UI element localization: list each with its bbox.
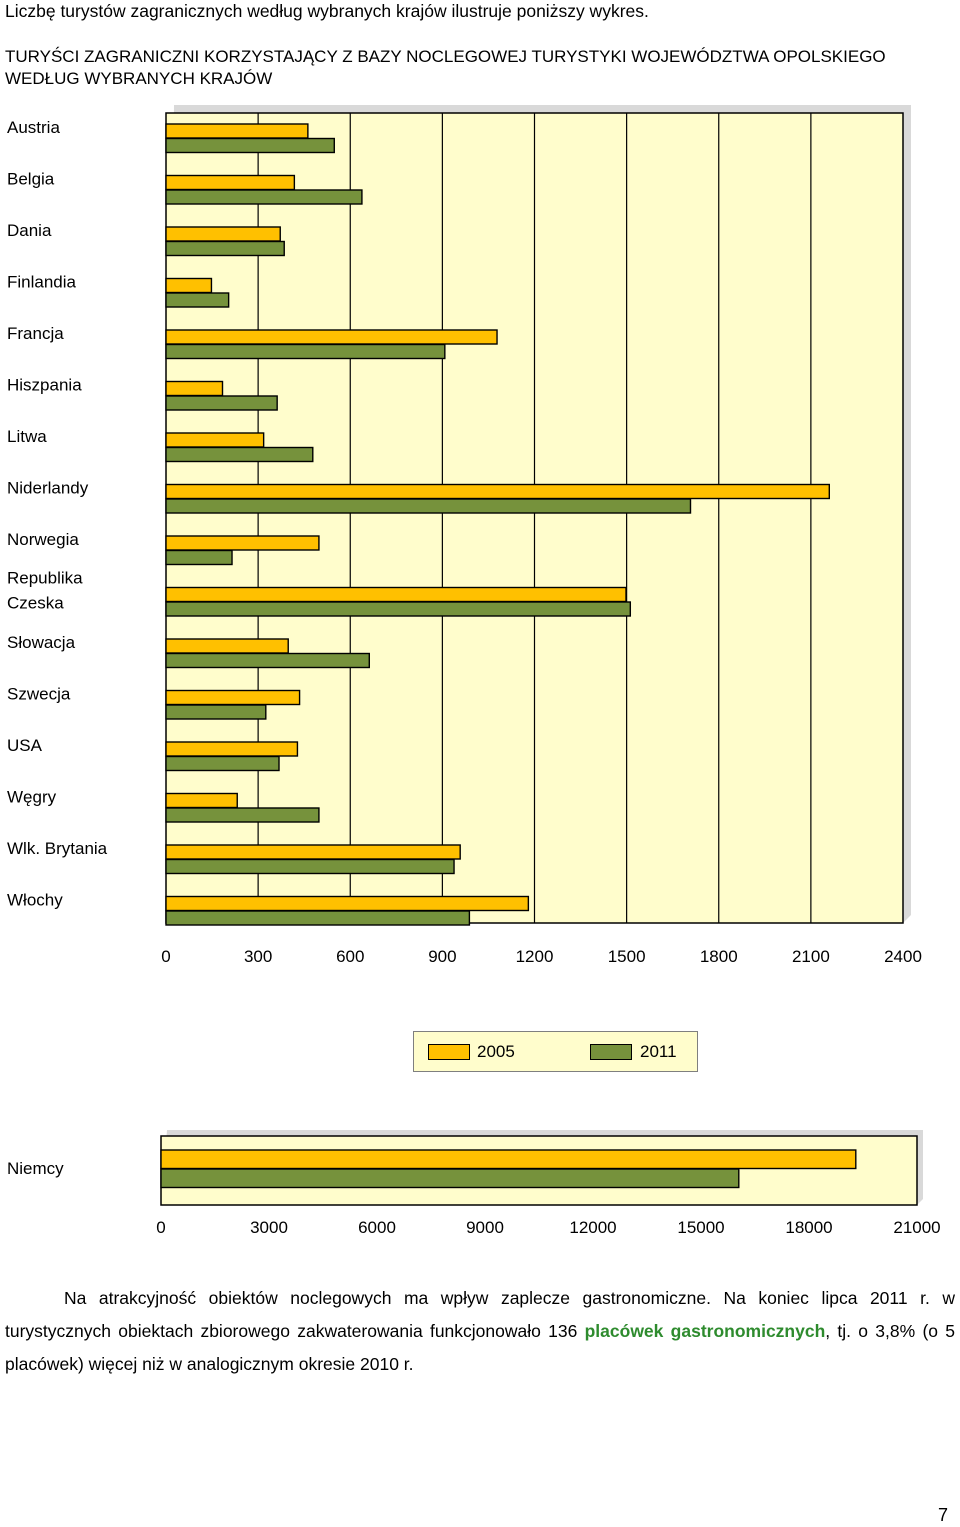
chart1-bar-2011-belgia <box>165 189 363 205</box>
bar-chart-figure: Austria Belgia Dania Finlandia Francja Hiszpa… <box>7 105 941 1237</box>
legend-label-2011: 2011 <box>640 1042 677 1061</box>
chart1-bar-2011-litwa <box>165 446 314 463</box>
chart1-bar-2011-w-ochy <box>165 910 471 926</box>
chart1-category-label: Włochy <box>7 891 63 910</box>
chart1-tick-label: 0 <box>161 947 170 966</box>
chart1-bar-2005-dania <box>165 226 281 242</box>
chart1-bar-2005-niderlandy <box>165 483 830 500</box>
chart1-category-label: Republika Czeska <box>7 569 83 613</box>
chart1-bar-2005-w-ochy <box>165 895 530 912</box>
chart-legend: 2005 2011 <box>413 1031 698 1072</box>
chart1-bar-2011-niderlandy <box>165 498 692 514</box>
chart1-category-label: Dania <box>7 221 52 240</box>
chart1-tick-label: 300 <box>244 947 272 966</box>
legend-swatch-2011 <box>590 1044 632 1060</box>
intro-text: Liczbę turystów zagranicznych według wyb… <box>5 1 649 21</box>
chart2-tick-label: 12000 <box>569 1218 616 1237</box>
legend-swatch-2005 <box>428 1044 470 1060</box>
chart2-bar-2011-niemcy <box>160 1168 740 1189</box>
chart1-category-label: Wlk. Brytania <box>7 839 108 858</box>
chart1-bar-2011-republika-czeska <box>165 601 632 617</box>
chart1-category-label: Węgry <box>7 788 57 807</box>
chart1-bar-2005-norwegia <box>165 535 320 551</box>
chart1-bar-2011-finlandia <box>165 292 230 308</box>
chart1-bar-2011-w-gry <box>165 807 320 823</box>
page-number: 7 <box>938 1505 949 1525</box>
chart2-tick-label: 3000 <box>250 1218 288 1237</box>
chart1-category-label: Belgia <box>7 170 55 189</box>
chart1-bar-2005-s-owacja <box>165 638 289 654</box>
chart1-category-label: Austria <box>7 118 60 137</box>
chart1-bar-2011-wlk-brytania <box>165 858 455 875</box>
chart1-bar-2011-francja <box>165 343 446 360</box>
chart2-tick-label: 9000 <box>466 1218 504 1237</box>
chart1-tick-label: 1800 <box>700 947 738 966</box>
chart1-bar-2011-austria <box>165 137 335 154</box>
legend-label-2005: 2005 <box>477 1042 515 1061</box>
chart1-category-label: Szwecja <box>7 685 71 704</box>
chart1-bar-2011-usa <box>165 755 280 772</box>
chart1-tick-label: 2400 <box>884 947 922 966</box>
chart1-bar-2011-norwegia <box>165 549 233 566</box>
chart1-bar-2011-szwecja <box>165 704 267 720</box>
chart1-bar-2005-austria <box>165 123 309 139</box>
chart1-tick-label: 600 <box>336 947 364 966</box>
chart1-bar-2005-usa <box>165 741 299 757</box>
chart2-category-label: Niemcy <box>7 1159 64 1178</box>
chart-title: TURYŚCI ZAGRANICZNI KORZYSTAJĄCY Z BAZY … <box>5 47 886 88</box>
chart1-bar-2011-dania <box>165 240 285 257</box>
chart2-tick-label: 18000 <box>785 1218 832 1237</box>
chart1-category-label: Niderlandy <box>7 479 89 498</box>
chart1-bar-2011-s-owacja <box>165 652 370 669</box>
chart2-bar-2005-niemcy <box>160 1149 857 1170</box>
chart1-tick-label: 1500 <box>608 947 646 966</box>
chart1-bar-2005-finlandia <box>165 277 213 294</box>
chart1-bar-2005-belgia <box>165 174 296 191</box>
chart1-category-label: Hiszpania <box>7 376 82 395</box>
chart1-category-label: Finlandia <box>7 273 77 292</box>
chart1-bar-2005-wlk-brytania <box>165 844 461 860</box>
chart1-bar-2011-hiszpania <box>165 395 278 411</box>
chart1-category-label: Francja <box>7 324 64 343</box>
body-paragraph: Na atrakcyjność obiektów noclegowych ma … <box>5 1282 955 1381</box>
chart1-tick-label: 2100 <box>792 947 830 966</box>
chart1-category-label: Norwegia <box>7 530 79 549</box>
chart2-tick-label: 15000 <box>677 1218 724 1237</box>
chart1-bar-2005-hiszpania <box>165 380 224 397</box>
chart2-tick-label: 21000 <box>893 1218 940 1237</box>
chart1-bar-2005-litwa <box>165 432 265 448</box>
chart1-tick-label: 1200 <box>516 947 554 966</box>
chart2-tick-label: 6000 <box>358 1218 396 1237</box>
chart1-bar-2005-francja <box>165 329 498 345</box>
chart1-tick-label: 900 <box>428 947 456 966</box>
paragraph-text-2: , tj. o 3,8% (o 5 placówek) więcej niż w… <box>5 1321 956 1374</box>
chart1-bar-2005-szwecja <box>165 689 301 706</box>
chart1-category-label: Słowacja <box>7 633 76 652</box>
chart1-category-label: Litwa <box>7 427 47 446</box>
chart1-bar-2005-w-gry <box>165 792 238 809</box>
chart1-category-label: USA <box>7 736 43 755</box>
paragraph-text-1: Na atrakcyjność obiektów noclegowych ma … <box>5 1288 955 1341</box>
chart1-bar-2005-republika-czeska <box>165 586 627 603</box>
paragraph-highlight: placówek gastronomicznych <box>584 1321 826 1341</box>
chart2-tick-label: 0 <box>156 1218 165 1237</box>
